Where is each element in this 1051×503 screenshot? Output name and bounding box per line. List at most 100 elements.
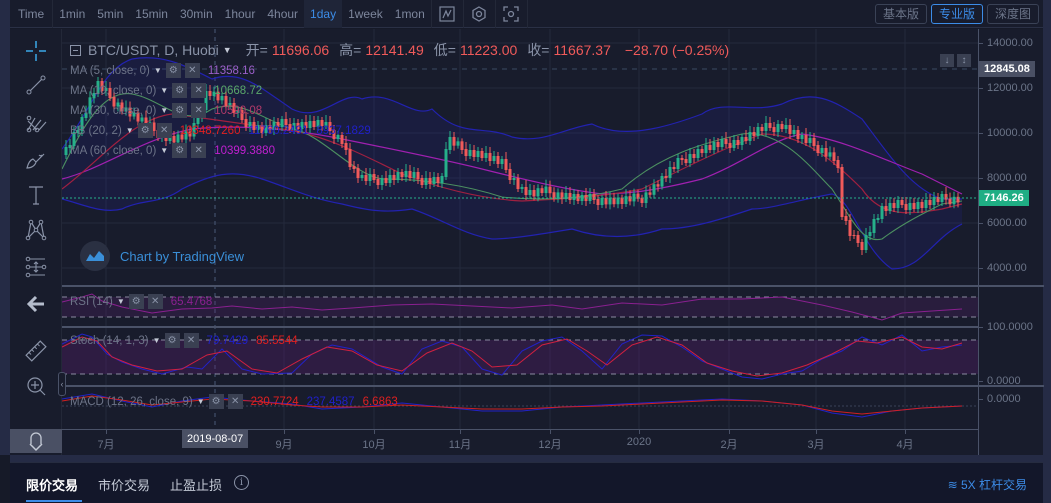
time-label[interactable]: Time [10,0,54,28]
time-axis[interactable]: 7月 9月 10月 11月 12月 2020 2月 3月 4月 2019-08-… [62,429,978,455]
indicator-bb[interactable]: BB (20, 2) ▼ ⚙ ✕ 10348.7260 11760.2491 893… [70,123,371,138]
tab-stop-limit[interactable]: 止盈止损 [170,478,223,493]
chevron-left-icon: ‹ [60,379,64,389]
dropdown-icon[interactable]: ▼ [160,86,169,95]
last-price-badge: 7146.26 [979,190,1029,206]
indicator-ma10[interactable]: MA (10, close, 0) ▼ ⚙ ✕ 10668.72 [70,83,262,98]
pattern-icon [25,219,47,241]
crosshair-tool[interactable] [22,37,50,65]
close-icon[interactable]: ✕ [227,394,243,409]
screenshot-icon [503,5,519,22]
pro-view-button[interactable]: 专业版 [930,3,983,24]
gear-icon[interactable]: ⚙ [208,394,224,409]
indicator-name: MA (30, close, 0) [70,104,157,117]
gear-icon[interactable]: ⚙ [172,103,188,118]
low-label: 低= [433,42,456,58]
ruler-tool[interactable] [22,337,50,365]
gear-icon[interactable]: ⚙ [137,123,153,138]
stoch-scale-bottom: 0.0000 [987,375,1021,387]
change-value: −28.70 (−0.25%) [624,42,730,58]
indicator-rsi[interactable]: RSI (14) ▼ ⚙ ✕ 65.4768 [70,294,212,309]
indicator-name: MA (10, close, 0) [70,84,157,97]
zoom-in-tool[interactable] [22,372,50,400]
interval-4hour[interactable]: 4hour [267,6,299,21]
indicator-ma5[interactable]: MA (5, close, 0) ▼ ⚙ ✕ 11358.16 [70,63,255,78]
back-tool[interactable] [22,290,50,318]
trend-line-tool[interactable] [22,71,50,99]
bb-lower-value: 8937.1829 [316,124,371,137]
symbol-dropdown-icon[interactable]: ▼ [222,45,232,55]
gear-icon[interactable]: ⚙ [128,294,144,309]
screenshot-button[interactable] [494,0,527,28]
chart-container[interactable]: BTC/USDT, D, Huobi ▼ 开= 11696.06 高= 12141.… [58,29,1044,455]
pitchfork-tool[interactable] [22,109,50,137]
collapse-toolbar-handle[interactable]: ‹ [58,372,66,396]
ruler-icon [25,340,47,362]
interval-1min[interactable]: 1min [59,6,86,21]
magnet-tool[interactable] [10,429,62,453]
interval-30min[interactable]: 30min [179,6,213,21]
settings-button[interactable] [462,0,495,28]
close-icon[interactable]: ✕ [191,143,207,158]
gear-icon[interactable]: ⚙ [165,63,181,78]
depth-chart-button[interactable]: 深度图 [986,3,1039,24]
toolbar-spacer [526,0,875,28]
interval-1hour[interactable]: 1hour [224,6,256,21]
gear-icon[interactable]: ⚙ [164,333,180,348]
interval-15min[interactable]: 15min [135,6,168,21]
fib-tool-icon [25,256,47,278]
text-tool[interactable] [22,181,50,209]
macd-signal-value: 237.4587 [306,395,355,408]
tab-market-order[interactable]: 市价交易 [98,478,151,493]
settings-hexagon-icon [472,5,486,22]
brush-tool[interactable] [22,146,50,174]
dropdown-icon[interactable]: ▼ [152,336,161,345]
indicator-stoch[interactable]: Stoch (14, 1, 3) ▼ ⚙ ✕ 79.7429 85.5544 [70,333,298,348]
close-value: 11667.37 [553,42,611,58]
indicator-ma30[interactable]: MA (30, close, 0) ▼ ⚙ ✕ 10590.08 [70,103,262,118]
time-label: 3月 [807,439,825,451]
close-icon[interactable]: ✕ [183,333,199,348]
price-scale[interactable]: 14000.00 12000.00 10000.00 8000.00 6000.… [978,29,1044,455]
gear-icon[interactable]: ⚙ [172,143,188,158]
macd-scale-label: 0.0000 [987,393,1021,405]
brush-icon [26,153,45,169]
collapse-legend-icon[interactable] [70,44,81,56]
close-icon[interactable]: ✕ [184,63,200,78]
pattern-tool[interactable] [22,216,50,244]
indicator-macd[interactable]: MACD (12, 26, close, 9) ▼ ⚙ ✕ 230.7724 237… [70,394,398,409]
indicator-button[interactable] [430,0,463,28]
interval-1day[interactable]: 1day [304,0,343,28]
dropdown-icon[interactable]: ▼ [196,397,205,406]
leverage-trading-link[interactable]: ≋ 5X 杠杆交易 [948,476,1027,493]
dropdown-icon[interactable]: ▼ [160,106,169,115]
time-label: 12月 [538,439,562,451]
arrow-down-icon: ↓ [944,55,950,66]
macd-histogram-value: 6.6863 [362,395,398,408]
gear-icon[interactable]: ⚙ [172,83,188,98]
tab-limit-order[interactable]: 限价交易 [26,478,79,493]
close-icon[interactable]: ✕ [191,103,207,118]
auto-scale-button[interactable]: ↕ [957,54,971,67]
interval-1mon[interactable]: 1mon [394,6,425,21]
panel-gap [10,455,1043,462]
dropdown-icon[interactable]: ▼ [125,126,134,135]
close-icon[interactable]: ✕ [156,123,172,138]
close-icon[interactable]: ✕ [191,83,207,98]
symbol-name[interactable]: BTC/USDT, D, Huobi [88,42,219,58]
price-label: 10000.00 [987,127,1033,139]
interval-5min[interactable]: 5min [97,6,124,21]
indicator-ma60[interactable]: MA (60, close, 0) ▼ ⚙ ✕ 10399.3880 [70,143,275,158]
scale-down-button[interactable]: ↓ [940,54,954,67]
fib-tool[interactable] [22,253,50,281]
bb-upper-value: 11760.2491 [248,124,309,137]
interval-1week[interactable]: 1week [348,6,383,21]
right-edge-strip [1043,0,1051,503]
close-icon[interactable]: ✕ [147,294,163,309]
basic-view-button[interactable]: 基本版 [874,3,927,24]
dropdown-icon[interactable]: ▼ [153,66,162,75]
info-icon[interactable]: i [234,475,249,490]
dropdown-icon[interactable]: ▼ [116,297,125,306]
dropdown-icon[interactable]: ▼ [160,146,169,155]
indicator-value: 11358.16 [207,64,255,77]
